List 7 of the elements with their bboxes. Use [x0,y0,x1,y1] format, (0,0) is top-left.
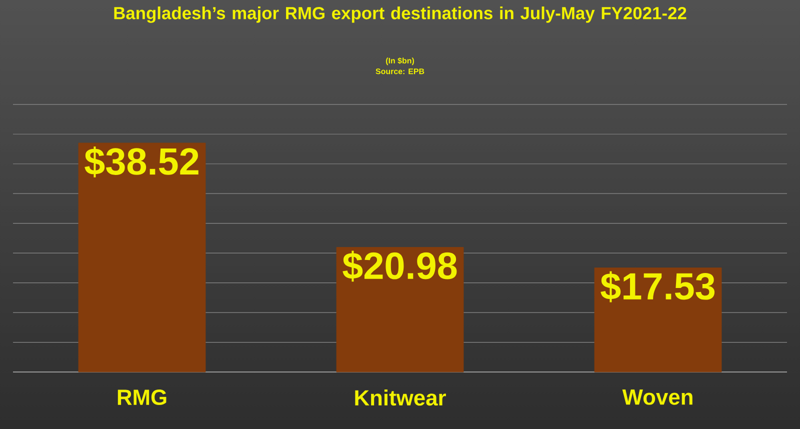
data-label: $17.53 [600,271,715,302]
x-tick-label: Knitwear [355,390,446,406]
chart-title: Bangladesh’s major RMG export destinations in July-May FY2021-22 [114,6,686,23]
x-tick-label: RMG [118,390,166,406]
data-label: $38.52 [84,146,198,178]
x-tick-label: Woven [622,390,692,405]
data-label: $20.98 [342,250,457,282]
